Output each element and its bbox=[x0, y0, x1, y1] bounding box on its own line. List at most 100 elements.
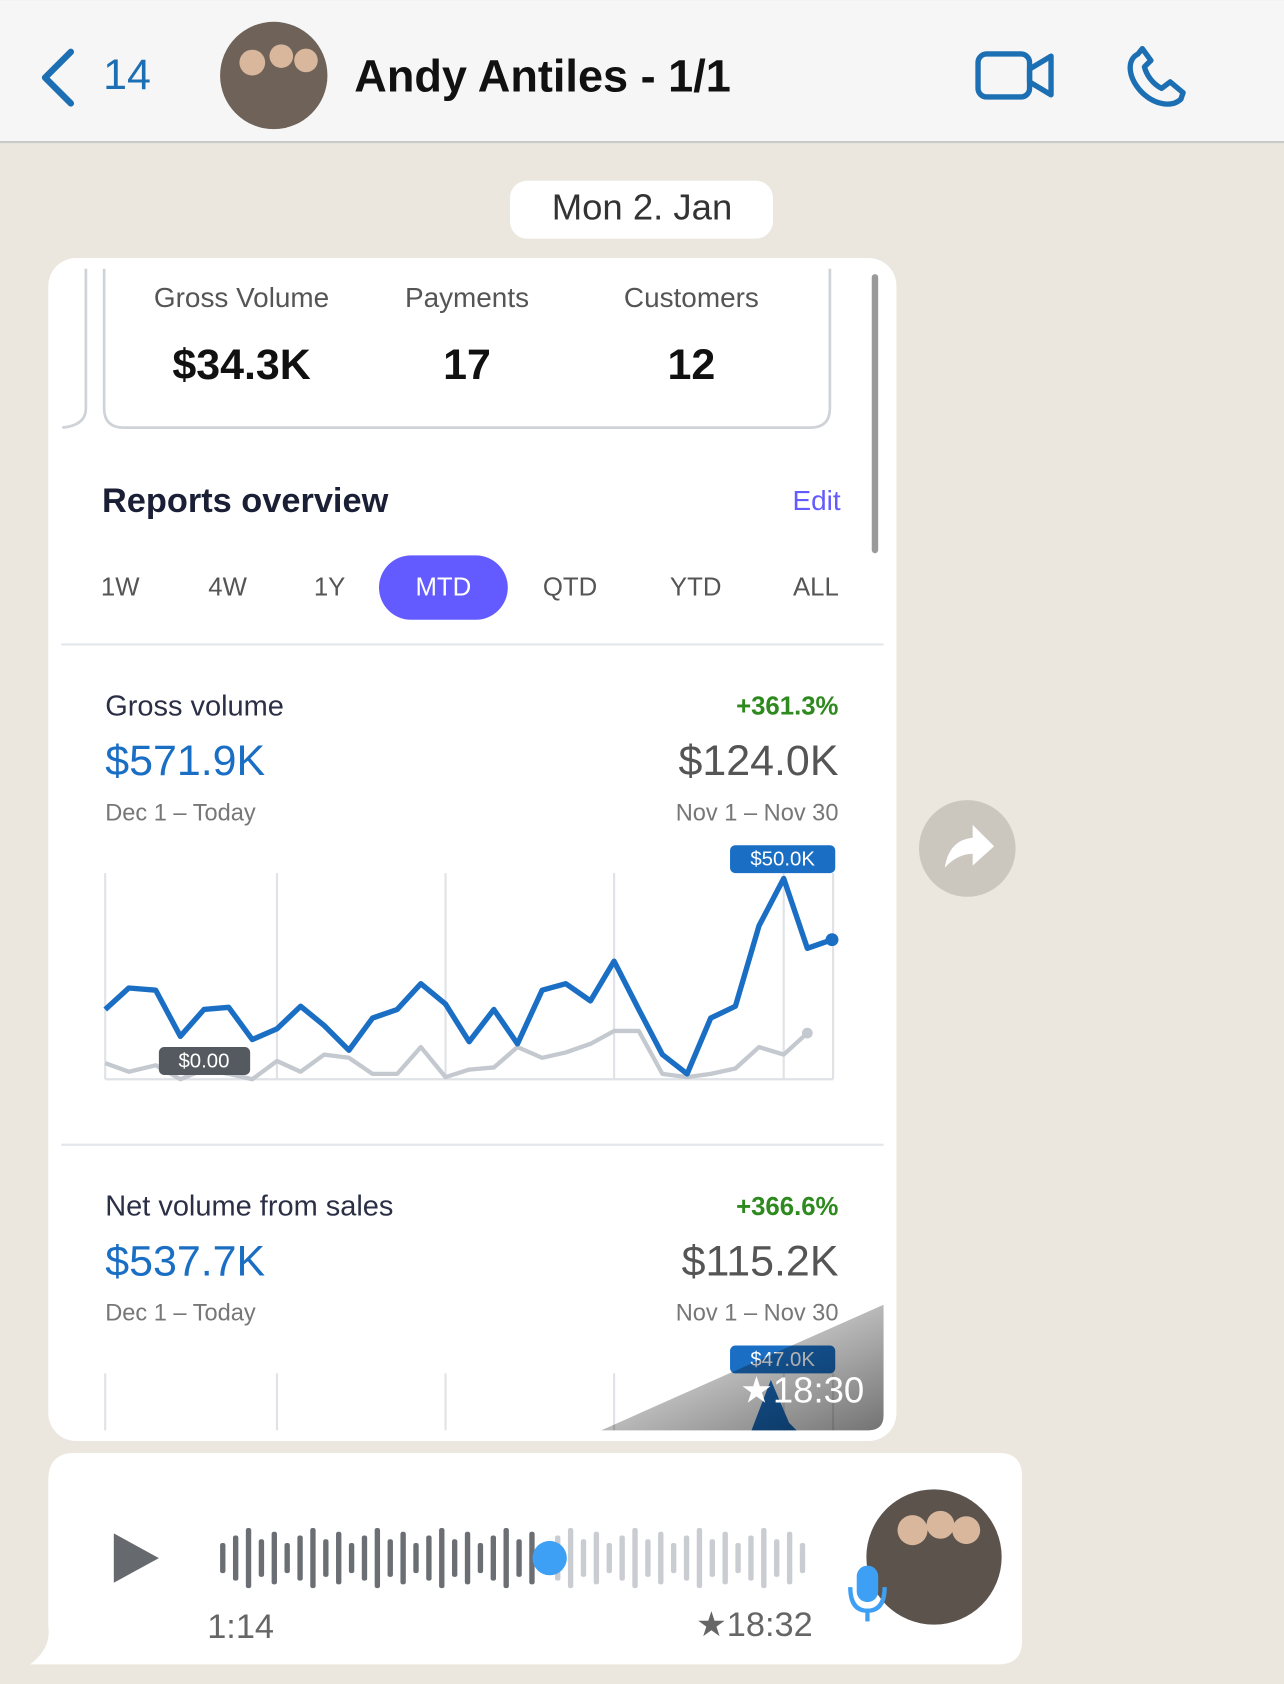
waveform-bar bbox=[477, 1543, 484, 1574]
video-call-button[interactable] bbox=[975, 51, 1054, 100]
stat-value: 17 bbox=[443, 341, 491, 389]
waveform-bar bbox=[400, 1531, 406, 1585]
voice-call-button[interactable] bbox=[1127, 45, 1186, 107]
edit-button[interactable]: Edit bbox=[793, 485, 841, 516]
waveform-bar bbox=[232, 1535, 239, 1581]
mic-icon bbox=[848, 1565, 887, 1622]
metric-previous-range: Nov 1 – Nov 30 bbox=[676, 1301, 839, 1327]
sender-avatar bbox=[866, 1489, 1002, 1625]
waveform-bar bbox=[593, 1531, 600, 1585]
date-pill bbox=[509, 180, 773, 239]
metric-current: $537.7K bbox=[105, 1237, 265, 1285]
waveform-bar bbox=[580, 1539, 587, 1577]
stats-card-edge bbox=[62, 268, 88, 429]
waveform-bar bbox=[426, 1535, 432, 1581]
avatar-face bbox=[897, 1515, 928, 1546]
waveform-bar bbox=[632, 1528, 638, 1589]
waveform-bar bbox=[490, 1535, 496, 1581]
metric-title: Net volume from sales bbox=[105, 1191, 393, 1223]
waveform-bar bbox=[619, 1535, 625, 1581]
back-button[interactable] bbox=[41, 48, 75, 107]
waveform-bar bbox=[361, 1535, 368, 1581]
range-tab[interactable]: QTD bbox=[543, 573, 597, 601]
waveform-bar bbox=[323, 1539, 329, 1577]
header-bar bbox=[0, 0, 1284, 143]
avatar-face bbox=[294, 48, 318, 73]
stat-value: $34.3K bbox=[172, 341, 310, 389]
metric-previous: $124.0K bbox=[678, 737, 838, 785]
stats-card bbox=[102, 268, 832, 429]
waveform-bar bbox=[374, 1528, 381, 1589]
waveform-bar bbox=[799, 1543, 806, 1574]
waveform-bar bbox=[696, 1528, 703, 1589]
waveform-bar bbox=[220, 1543, 226, 1574]
previous-period-end bbox=[801, 1027, 813, 1039]
waveform-bar bbox=[297, 1535, 303, 1581]
metric-previous: $115.2K bbox=[682, 1237, 839, 1285]
base-label: $0.00 bbox=[178, 1050, 229, 1072]
chat-title[interactable]: Andy Antiles - 1/1 bbox=[354, 51, 731, 102]
waveform-bar bbox=[567, 1528, 574, 1589]
avatar-face bbox=[269, 44, 294, 68]
stat-value: 12 bbox=[668, 341, 716, 389]
waveform-bar bbox=[722, 1531, 728, 1585]
waveform-bar bbox=[336, 1531, 342, 1585]
metric-title: Gross volume bbox=[105, 690, 284, 722]
avatar-face bbox=[926, 1510, 955, 1539]
waveform-bar bbox=[774, 1539, 780, 1577]
waveform-bar bbox=[348, 1543, 355, 1574]
waveform-bar bbox=[439, 1528, 445, 1589]
waveform-bar bbox=[245, 1528, 252, 1589]
metric-change: +366.6% bbox=[736, 1193, 838, 1221]
metric-previous-range: Nov 1 – Nov 30 bbox=[676, 800, 839, 826]
stat-label: Customers bbox=[624, 282, 759, 313]
range-tab[interactable]: 1W bbox=[101, 573, 140, 601]
time-gradient bbox=[601, 1304, 884, 1431]
peak-tooltip bbox=[730, 845, 836, 874]
waveform-bar bbox=[683, 1535, 690, 1581]
stat-label: Gross Volume bbox=[154, 282, 329, 313]
voice-bubble bbox=[30, 1452, 1023, 1665]
range-tab[interactable]: MTD bbox=[415, 573, 471, 601]
waveform-bar bbox=[670, 1543, 677, 1574]
waveform-bar bbox=[271, 1531, 277, 1585]
metric-change: +361.3% bbox=[736, 693, 838, 721]
waveform-bar bbox=[529, 1531, 535, 1585]
waveform-bar bbox=[748, 1535, 754, 1581]
range-tab[interactable]: 4W bbox=[208, 573, 247, 601]
current-period-line bbox=[103, 875, 833, 1077]
playback-scrubber[interactable] bbox=[532, 1540, 567, 1576]
waveform-bar bbox=[658, 1531, 664, 1585]
waveform-bar bbox=[503, 1528, 509, 1589]
waveform-bar bbox=[413, 1543, 419, 1574]
stat-label: Payments bbox=[405, 282, 529, 313]
reports-title: Reports overview bbox=[102, 482, 389, 520]
waveform-bar bbox=[258, 1539, 265, 1577]
voice-time: ★18:32 bbox=[696, 1606, 813, 1644]
play-button[interactable] bbox=[113, 1533, 159, 1583]
current-period-end bbox=[825, 933, 839, 947]
active-tab-pill bbox=[378, 555, 508, 620]
range-tab[interactable]: 1Y bbox=[314, 573, 346, 601]
base-tooltip bbox=[158, 1047, 251, 1075]
voice-duration: 1:14 bbox=[207, 1608, 274, 1646]
metric-current-range: Dec 1 – Today bbox=[105, 800, 256, 826]
waveform-bar bbox=[464, 1531, 471, 1585]
back-count[interactable]: 14 bbox=[103, 51, 151, 99]
avatar-face bbox=[239, 49, 266, 76]
waveform-bar bbox=[735, 1543, 741, 1574]
waveform-bar bbox=[709, 1539, 716, 1577]
peak-label: $50.0K bbox=[750, 849, 815, 871]
image-time: ★18:30 bbox=[740, 1369, 864, 1410]
waveform-bar bbox=[645, 1539, 651, 1577]
range-tab[interactable]: YTD bbox=[670, 573, 722, 601]
waveform-bar bbox=[451, 1539, 458, 1577]
range-tab[interactable]: ALL bbox=[793, 573, 839, 601]
metric-current: $571.9K bbox=[105, 737, 265, 785]
forward-icon bbox=[944, 824, 995, 868]
contact-avatar[interactable] bbox=[220, 21, 328, 130]
avatar-face bbox=[952, 1516, 981, 1545]
waveform-bar bbox=[761, 1528, 767, 1589]
waveform-bar bbox=[516, 1539, 522, 1577]
